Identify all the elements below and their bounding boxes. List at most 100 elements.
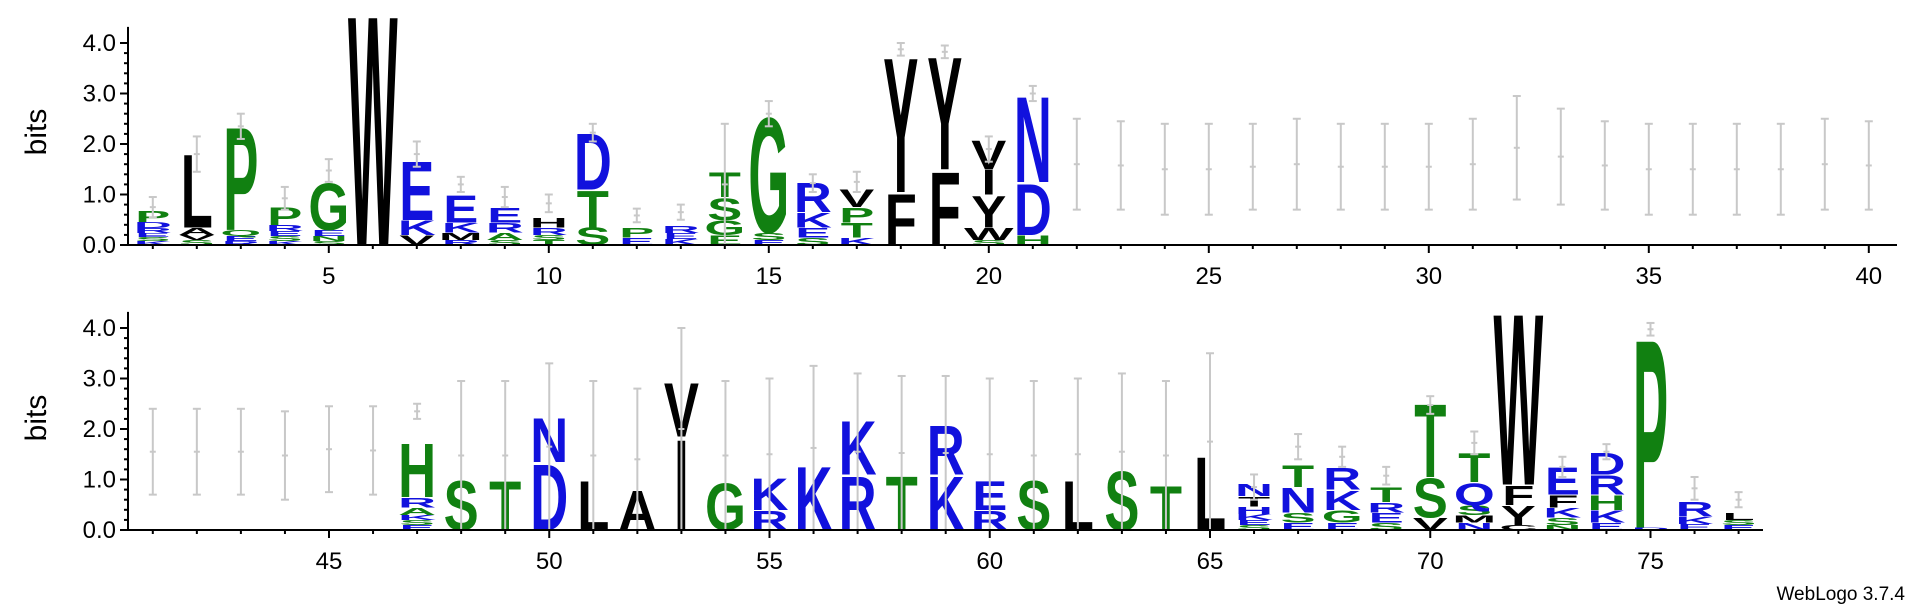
logo-letter: E xyxy=(795,225,830,241)
error-bar xyxy=(1602,443,1611,461)
logo-letter: T xyxy=(533,239,565,247)
logo-letter: K xyxy=(1235,512,1273,521)
logo-row-bottom: bits ESKARHSTDNLAIVGRKKRKTKRRESLSTLSEKHT… xyxy=(20,282,1763,575)
y-tick-label: 4.0 xyxy=(83,30,116,57)
x-axis xyxy=(128,244,1897,253)
y-tick-label: 0.0 xyxy=(83,517,116,544)
logo-letter: R xyxy=(662,224,700,236)
error-bar xyxy=(1250,473,1259,501)
logo-letter: E xyxy=(619,236,654,248)
logo-letter: S xyxy=(179,239,214,247)
logo-letter: N xyxy=(1543,524,1581,532)
error-bar xyxy=(1600,120,1609,211)
logo-letter: K xyxy=(398,217,436,240)
logo-letter: K xyxy=(266,240,304,246)
logo-letter: E xyxy=(400,524,435,532)
error-bar xyxy=(1206,352,1214,530)
logo-letter: Q xyxy=(1454,477,1495,512)
error-bar xyxy=(633,387,642,530)
logo-letter: D xyxy=(134,220,172,229)
plot-area: KSERDPSVALREQPKSERPSNEGWVKERMKESARETSRHS… xyxy=(134,0,1873,268)
logo-letter: E xyxy=(1677,522,1712,531)
error-bar xyxy=(1688,122,1697,216)
logo-letter: S xyxy=(1413,467,1448,530)
logo-letter: K xyxy=(1676,515,1715,527)
error-bar xyxy=(369,405,378,496)
logo-letter: H xyxy=(398,427,436,513)
x-tick-label: 50 xyxy=(536,548,563,575)
y-tick-label: 1.0 xyxy=(83,182,116,209)
logo-letter: E xyxy=(267,230,302,238)
logo-letter: R xyxy=(266,223,304,232)
logo-letter: K xyxy=(398,514,436,522)
x-tick-label: 25 xyxy=(1195,263,1222,290)
error-bar xyxy=(1512,95,1521,201)
error-bar xyxy=(1556,107,1565,206)
logo-letter: E xyxy=(487,204,522,227)
logo-letter: K xyxy=(134,240,172,246)
error-bar xyxy=(1028,84,1037,103)
error-bar xyxy=(1380,122,1389,211)
y-tick-label: 1.0 xyxy=(83,467,116,494)
error-bar xyxy=(677,327,686,530)
logo-letter: T xyxy=(841,219,874,242)
error-bar xyxy=(325,405,333,494)
error-bar xyxy=(148,196,157,219)
logo-letter: E xyxy=(311,228,346,237)
logo-letter: S xyxy=(311,240,346,246)
logo-letter: K xyxy=(662,237,700,246)
logo-letter: T xyxy=(1370,484,1403,507)
error-bar xyxy=(280,185,289,211)
x-tick-label: 15 xyxy=(755,263,782,290)
logo-letter: S xyxy=(400,519,435,527)
logo-letter: K xyxy=(1587,507,1625,526)
logo-letter: C xyxy=(1499,524,1537,532)
logo-letter: S xyxy=(1457,502,1492,518)
error-bar xyxy=(501,380,510,530)
x-tick-label: 30 xyxy=(1415,263,1442,290)
logo-letter: S xyxy=(795,236,830,248)
y-axis-title: bits xyxy=(20,109,53,156)
logo-letter: S xyxy=(1545,516,1580,528)
error-bar xyxy=(720,122,729,245)
logo-letter: S xyxy=(751,231,786,243)
error-bar xyxy=(457,380,466,530)
logo-letter: V xyxy=(1413,515,1448,534)
logo-letter: E xyxy=(663,231,698,240)
error-bar xyxy=(1864,120,1873,211)
error-bar xyxy=(1470,430,1479,456)
logo-letter: E xyxy=(1281,521,1316,533)
x-tick-label: 65 xyxy=(1197,548,1224,575)
y-tick-label: 4.0 xyxy=(83,315,116,342)
logo-letter: I xyxy=(981,164,996,202)
logo-letter: F xyxy=(885,178,917,261)
logo-letter: S xyxy=(1721,519,1756,527)
x-tick-label: 75 xyxy=(1637,548,1664,575)
logo-letter: M xyxy=(1452,513,1496,525)
error-bar xyxy=(1029,380,1038,530)
logo-letter: A xyxy=(178,226,216,238)
x-tick-label: 40 xyxy=(1855,263,1882,290)
logo-letter: G xyxy=(1322,507,1363,526)
logo-letter: S xyxy=(971,239,1006,247)
logo-letter: L xyxy=(1723,511,1755,523)
logo-letter: T xyxy=(1282,459,1315,494)
error-bar xyxy=(809,364,818,530)
logo-letter: K xyxy=(442,220,480,236)
error-bar xyxy=(896,42,905,57)
error-bar xyxy=(413,402,422,420)
logo-row-top: bits KSERDPSVALREQPKSERPSNEGWVKERMKESARE… xyxy=(20,0,1897,290)
x-tick-label: 55 xyxy=(756,548,783,575)
logo-letter: K xyxy=(1543,505,1581,521)
error-bar xyxy=(676,203,685,221)
error-bar xyxy=(1734,491,1743,509)
error-bar xyxy=(589,380,598,530)
logo-letter: H xyxy=(1014,233,1052,249)
logo-letter: E xyxy=(223,235,258,243)
y-axis xyxy=(120,26,129,246)
y-tick-label: 3.0 xyxy=(83,366,116,393)
x-tick-label: 45 xyxy=(316,548,343,575)
error-bar xyxy=(1116,120,1125,211)
logo-letter: H xyxy=(1587,491,1625,514)
logo-letter: F xyxy=(929,150,961,268)
